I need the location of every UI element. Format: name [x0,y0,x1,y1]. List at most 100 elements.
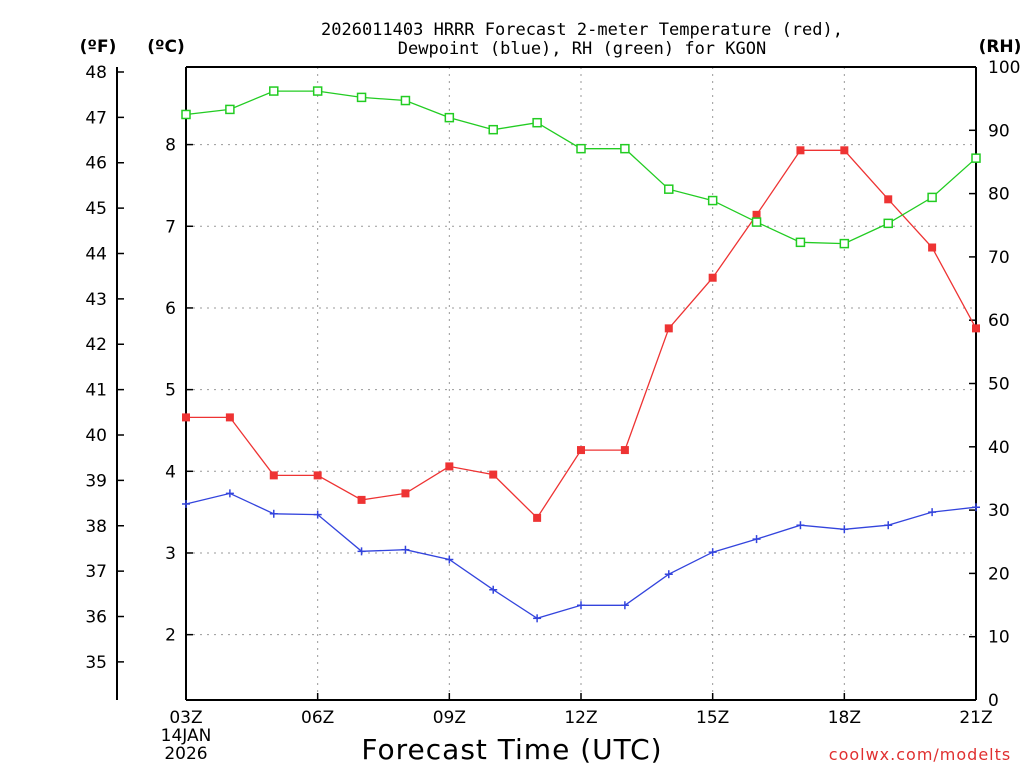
chart-title-line-2: Dewpoint (blue), RH (green) for KGON [398,39,766,59]
celsius-tick-label: 7 [165,217,176,237]
rh-point [620,143,630,154]
temperature-point [620,446,629,455]
rh-point [751,217,762,227]
fahrenheit-tick-label: 42 [85,335,107,355]
rh-tick-label: 100 [988,58,1020,78]
data-series [181,86,981,623]
rh-point [883,218,893,229]
fahrenheit-tick-label: 46 [85,154,107,174]
temperature-point [664,324,673,333]
grid-lines [186,67,976,700]
rh-point [356,92,367,103]
rh-tick-label: 40 [988,438,1010,458]
rh-point [488,124,498,135]
rh-point [707,195,718,206]
temperature-point [313,471,322,480]
fahrenheit-tick-label: 45 [85,199,107,219]
rh-line [185,90,977,245]
rh-point [839,238,850,249]
dewpoint-point [182,499,190,508]
rh-point [181,109,191,120]
dewpoint-point [313,510,322,519]
rh-tick-label: 80 [988,185,1010,205]
rh-point [225,104,235,115]
fahrenheit-tick-label: 39 [85,471,107,491]
fahrenheit-tick-label: 35 [85,653,107,673]
temperature-point [225,413,234,422]
x-axis-title: Forecast Time (UTC) [361,733,662,766]
rh-point [795,237,806,248]
temperature-point [445,462,454,471]
dewpoint-point [664,570,673,579]
celsius-tick-label: 4 [165,462,176,482]
x-tick-label: 03Z [169,708,202,728]
fahrenheit-tick-label: 37 [85,562,107,582]
temperature-point [972,324,980,333]
rh-point [444,112,455,123]
dewpoint-point [269,509,278,518]
fahrenheit-tick-label: 47 [85,108,107,128]
temperature-point [708,273,717,282]
celsius-tick-label: 2 [165,626,176,646]
temperature-point [489,470,498,479]
x-tick-label: 15Z [696,708,729,728]
rh-point [927,192,937,203]
rh-unit-label: (RH) [979,37,1022,57]
rh-tick-label: 60 [988,311,1010,331]
dewpoint-point [752,535,761,544]
rh-point [576,143,586,154]
fahrenheit-tick-label: 43 [85,290,107,310]
rh-point [971,153,981,163]
celsius-tick-label: 8 [165,136,176,156]
dewpoint-point [225,489,234,498]
date-label-day: 14JAN [161,726,212,746]
fahrenheit-unit-label: (ºF) [80,37,117,57]
fahrenheit-tick-label: 38 [85,517,107,537]
rh-tick-label: 20 [988,564,1010,584]
temperature-point [752,210,761,219]
fahrenheit-tick-label: 41 [85,381,107,401]
rh-point [532,117,542,128]
rh-point [269,86,279,96]
fahrenheit-tick-label: 48 [85,63,107,83]
rh-point [312,86,323,96]
temperature-point [796,146,805,155]
dewpoint-point [796,521,805,530]
dewpoint-point [840,525,849,534]
celsius-tick-label: 6 [165,299,176,319]
temperature-point [884,195,893,204]
rh-tick-label: 0 [988,691,999,711]
rh-tick-label: 10 [988,628,1010,648]
rh-point [400,95,411,106]
dewpoint-point [708,548,717,557]
temperature-point [577,446,585,455]
fahrenheit-tick-label: 36 [85,608,107,628]
fahrenheit-tick-label: 40 [85,426,107,446]
temperature-point [357,495,366,504]
dewpoint-point [577,601,585,610]
dewpoint-point [972,503,980,512]
dewpoint-point [489,585,498,594]
temperature-point [928,243,937,252]
celsius-unit-label: (ºC) [147,37,185,57]
x-tick-label: 06Z [301,708,334,728]
rh-tick-label: 30 [988,501,1010,521]
x-tick-label: 18Z [828,708,861,728]
dewpoint-point [928,508,937,517]
dewpoint-point [884,521,893,530]
celsius-tick-label: 5 [165,381,176,401]
dewpoint-point [357,547,366,556]
celsius-tick-label: 3 [165,544,176,564]
fahrenheit-tick-label: 44 [85,244,107,264]
rh-tick-label: 50 [988,375,1010,395]
temperature-point [840,146,849,155]
rh-tick-label: 70 [988,248,1010,268]
axes: 3536373839404142434445464748234567801020… [85,58,1020,728]
dewpoint-point [445,555,454,564]
temperature-point [269,471,278,480]
site-credit: coolwx.com/modelts [829,745,1011,764]
chart-title-line-1: 2026011403 HRRR Forecast 2-meter Tempera… [321,20,843,40]
temperature-point [533,513,542,522]
rh-tick-label: 90 [988,121,1010,141]
